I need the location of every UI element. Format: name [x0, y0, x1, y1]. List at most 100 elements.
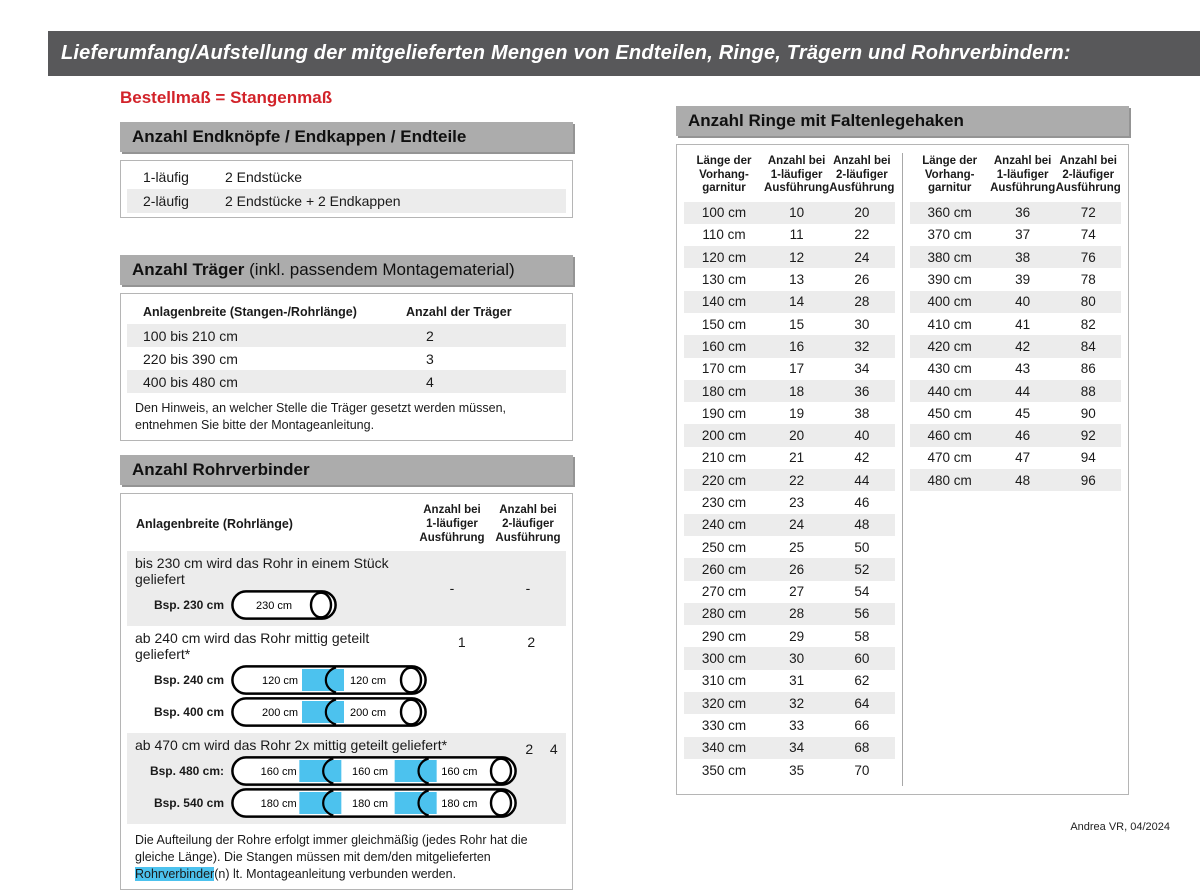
- section-header-traeger: Anzahl Träger (inkl. passendem Montagema…: [120, 255, 573, 285]
- ring-column-header: Anzahl bei 2-läufiger Ausführung: [1055, 155, 1121, 196]
- header-line: Ausführung: [764, 182, 830, 194]
- ring-table-row: 350 cm 35 70: [684, 759, 895, 781]
- ring-row-count-2laeufig: 60: [854, 651, 870, 667]
- ring-row-count-1laeufig: 24: [789, 517, 805, 533]
- ring-row-count-1laeufig: 33: [789, 717, 805, 733]
- pipe-segment-length: 160 cm: [441, 766, 477, 778]
- ringe-table: Länge der Vorhang-garnitur Anzahl bei 1-läu…: [676, 144, 1129, 795]
- ring-table-row: 360 cm 36 72: [909, 201, 1121, 224]
- ring-row-length: 480 cm: [927, 472, 972, 488]
- endpieces-row-label: 1-läufig: [143, 169, 189, 185]
- pipe-example-label: Bsp. 400 cm: [153, 705, 224, 719]
- header-line: Ausführung: [495, 532, 561, 544]
- ring-column-header: Anzahl bei 2-läufiger Ausführung: [829, 155, 894, 196]
- endpieces-row: 1-läufig 2 Endstücke: [127, 165, 566, 189]
- pipe-icon: 200 cm 200 cm: [231, 697, 427, 727]
- ring-row-count-1laeufig: 19: [789, 405, 805, 421]
- ring-row-length: 260 cm: [701, 561, 747, 577]
- pipe-example-label: Bsp. 540 cm: [153, 796, 224, 810]
- ring-row-count-2laeufig: 54: [854, 584, 870, 600]
- ring-row-count-2laeufig: 40: [854, 428, 870, 444]
- ring-row-length: 230 cm: [701, 495, 747, 510]
- pipe-example-label: Bsp. 480 cm:: [149, 764, 224, 778]
- ring-table-row: 310 cm 31 62: [684, 670, 895, 692]
- ring-row-count-1laeufig: 38: [1015, 249, 1031, 265]
- ring-table-row: 120 cm 12 24: [684, 246, 895, 269]
- ring-row-length: 420 cm: [927, 338, 972, 354]
- ring-table-row: 110 cm 11 22: [684, 224, 895, 246]
- ring-row-length: 100 cm: [701, 205, 747, 221]
- header-line: Vorhang-: [924, 168, 975, 181]
- ring-row-length: 210 cm: [701, 450, 747, 466]
- ring-row-count-1laeufig: 36: [1015, 205, 1031, 221]
- ring-column-header: Länge der Vorhang-garnitur: [910, 155, 990, 196]
- ring-row-count-2laeufig: 76: [1080, 249, 1096, 265]
- traeger-table: Anlagenbreite (Stangen-/Rohrlänge) Anzah…: [120, 293, 573, 441]
- rohrverbinder-row-main: ab 470 cm wird das Rohr 2x mittig geteil…: [127, 736, 517, 820]
- ring-row-count-1laeufig: 25: [789, 539, 805, 555]
- header-line: Anzahl bei: [993, 155, 1052, 167]
- ring-row-count-1laeufig: 45: [1015, 405, 1031, 421]
- traeger-col-width-header: Anlagenbreite (Stangen-/Rohrlänge): [143, 304, 357, 319]
- ring-row-length: 140 cm: [701, 294, 747, 310]
- traeger-row-count: 4: [426, 373, 434, 390]
- traeger-row-count: 3: [426, 350, 434, 367]
- ring-row-length: 170 cm: [701, 361, 747, 377]
- ring-row-count-1laeufig: 23: [789, 495, 805, 510]
- rohrverbinder-row-text: ab 470 cm wird das Rohr 2x mittig geteil…: [135, 737, 448, 753]
- rohrverbinder-footnote: Die Aufteilung der Rohre erfolgt immer g…: [127, 824, 566, 885]
- page-title-bar: Lieferumfang/Aufstellung der mitgeliefer…: [48, 31, 1200, 76]
- ring-row-count-1laeufig: 31: [789, 673, 805, 689]
- ring-table-row: 300 cm 30 60: [684, 647, 895, 670]
- ring-table-row: 420 cm 42 84: [909, 335, 1121, 358]
- ring-table-row: 130 cm 13 26: [684, 268, 895, 290]
- ring-row-count-2laeufig: 30: [854, 316, 870, 332]
- ring-row-count-2laeufig: 26: [854, 272, 870, 288]
- rohrverbinder-count-2laeufig: 2: [527, 634, 536, 650]
- ring-row-length: 250 cm: [701, 539, 747, 555]
- endpieces-row: 2-läufig 2 Endstücke + 2 Endkappen: [127, 189, 566, 213]
- pipe-example-label: Bsp. 230 cm: [153, 598, 224, 612]
- footnote-after: (n) lt. Montageanleitung verbunden werde…: [214, 866, 457, 881]
- left-column: Bestellmaß = Stangenmaß Anzahl Endknöpfe…: [120, 88, 573, 890]
- ring-row-length: 400 cm: [927, 294, 972, 310]
- ring-table-row: 210 cm 21 42: [684, 447, 895, 469]
- ring-row-count-1laeufig: 11: [789, 227, 804, 243]
- ring-row-count-1laeufig: 32: [789, 695, 805, 711]
- ring-row-count-1laeufig: 28: [789, 606, 805, 622]
- header-line: Länge der: [922, 155, 978, 167]
- ring-table-row: 250 cm 25 50: [684, 536, 895, 558]
- header-line: Ausführung: [990, 182, 1056, 194]
- ring-table-row: 100 cm 10 20: [684, 201, 895, 224]
- header-line: 2-läufiger: [835, 168, 888, 181]
- rohrverbinder-col1-header: Anzahl bei 1-läufiger Ausführung: [414, 503, 490, 545]
- rohrverbinder-rows: bis 230 cm wird das Rohr in einem Stück …: [127, 551, 566, 824]
- ring-table-row: 270 cm 27 54: [684, 581, 895, 603]
- traeger-row-count: 2: [426, 327, 434, 344]
- ringe-table-right: Länge der Vorhang-garnitur Anzahl bei 1-läu…: [903, 153, 1129, 786]
- pipe-segment-length: 200 cm: [262, 707, 298, 719]
- ring-table-header: Länge der Vorhang-garnitur Anzahl bei 1-läu…: [910, 155, 1122, 196]
- ring-row-count-1laeufig: 37: [1015, 227, 1031, 243]
- ring-row-count-2laeufig: 36: [854, 383, 870, 399]
- ring-row-count-1laeufig: 10: [789, 205, 805, 221]
- ring-row-count-1laeufig: 18: [789, 383, 805, 399]
- ring-table-row: 450 cm 45 90: [910, 402, 1122, 424]
- section-header-ringe: Anzahl Ringe mit Faltenlegehaken: [676, 106, 1129, 136]
- rohrverbinder-col2-header: Anzahl bei 2-läufiger Ausführung: [490, 503, 566, 545]
- pipe-segment-length: 180 cm: [261, 798, 297, 810]
- ring-row-count-2laeufig: 78: [1080, 272, 1096, 288]
- ring-row-count-1laeufig: 16: [789, 338, 805, 354]
- ring-row-count-2laeufig: 92: [1080, 428, 1096, 444]
- header-line: Anzahl bei: [767, 155, 826, 167]
- header-line: Ausführung: [1055, 182, 1121, 194]
- section-header-endpieces: Anzahl Endknöpfe / Endkappen / Endteile: [120, 122, 573, 152]
- pipe-diagram: Bsp. 540 cm 180 cm 180 cm 180 cm: [127, 788, 517, 818]
- ring-table-row: 240 cm 24 48: [684, 513, 895, 536]
- traeger-row: 400 bis 480 cm 4: [127, 370, 566, 393]
- pipe-segment-length: 230 cm: [256, 600, 292, 612]
- rohrverbinder-count-2laeufig: -: [525, 580, 531, 596]
- rohrverbinder-count-1laeufig: -: [449, 580, 455, 596]
- ring-row-count-2laeufig: 72: [1080, 205, 1096, 221]
- ring-row-count-2laeufig: 94: [1080, 450, 1096, 466]
